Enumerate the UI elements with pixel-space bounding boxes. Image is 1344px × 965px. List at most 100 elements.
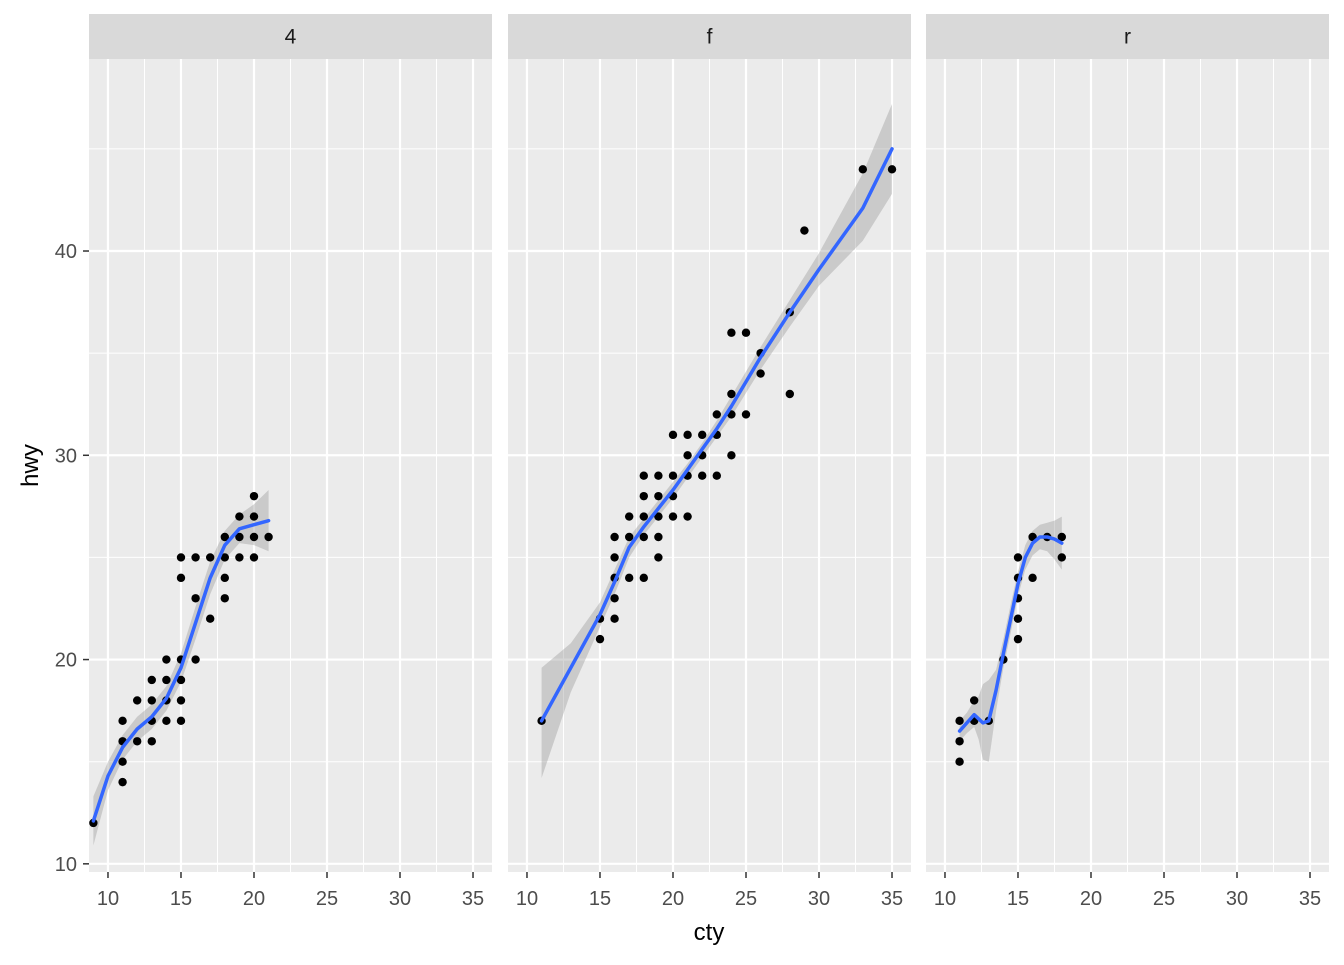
data-point bbox=[683, 430, 692, 440]
data-point bbox=[610, 594, 619, 603]
facet-panel-f: f 10 15 20 25 30 35 bbox=[508, 14, 911, 910]
facet-strip-label: f bbox=[707, 26, 713, 49]
data-point bbox=[191, 655, 200, 664]
data-point bbox=[610, 553, 619, 562]
data-point bbox=[887, 165, 897, 174]
data-point bbox=[955, 737, 964, 746]
x-tick-label: 25 bbox=[1153, 888, 1175, 910]
data-point bbox=[1028, 573, 1037, 583]
data-point bbox=[220, 553, 229, 562]
data-point bbox=[162, 655, 171, 664]
data-point bbox=[955, 757, 964, 766]
x-axis-title: cty bbox=[694, 919, 725, 946]
data-point bbox=[235, 553, 244, 562]
x-tick-label: 35 bbox=[881, 888, 903, 910]
data-point bbox=[1013, 553, 1023, 562]
x-tick-label: 30 bbox=[1226, 888, 1248, 910]
y-tick-label: 40 bbox=[55, 241, 77, 263]
y-tick-label: 10 bbox=[55, 854, 77, 876]
x-tick-label: 10 bbox=[97, 888, 119, 910]
smooth-line bbox=[539, 147, 894, 723]
facet-panel-4: 4 10 15 20 25 30 35 bbox=[89, 14, 492, 910]
data-point bbox=[639, 491, 648, 501]
data-point bbox=[668, 471, 678, 480]
data-point bbox=[147, 675, 156, 685]
data-point bbox=[639, 532, 648, 542]
data-point bbox=[639, 512, 648, 521]
data-point bbox=[858, 165, 868, 174]
smooth-line bbox=[957, 535, 1064, 733]
data-point bbox=[595, 634, 605, 644]
data-point bbox=[610, 614, 619, 623]
data-point bbox=[118, 757, 127, 766]
x-tick-label: 20 bbox=[662, 888, 684, 910]
data-point bbox=[727, 451, 736, 460]
data-point bbox=[132, 696, 142, 705]
data-point bbox=[264, 532, 273, 542]
x-tick-label: 35 bbox=[1299, 888, 1321, 910]
data-point bbox=[668, 512, 678, 521]
data-point bbox=[654, 471, 663, 480]
data-point bbox=[249, 553, 259, 562]
data-point bbox=[1057, 553, 1066, 562]
facet-strip-label: r bbox=[1124, 26, 1131, 49]
data-point bbox=[697, 471, 707, 480]
data-point bbox=[176, 553, 186, 562]
x-tick-label: 10 bbox=[934, 888, 956, 910]
data-point bbox=[1013, 614, 1023, 623]
data-point bbox=[162, 675, 171, 685]
data-point bbox=[205, 614, 215, 623]
data-point bbox=[654, 491, 663, 501]
data-point bbox=[205, 553, 215, 562]
data-point bbox=[147, 696, 156, 705]
x-tick-label: 20 bbox=[1080, 888, 1102, 910]
y-tick-label: 20 bbox=[55, 650, 77, 672]
data-point bbox=[683, 451, 692, 460]
data-point bbox=[697, 430, 707, 440]
x-tick-label: 10 bbox=[516, 888, 538, 910]
data-point bbox=[118, 716, 127, 726]
data-point bbox=[639, 471, 648, 480]
data-point bbox=[756, 369, 765, 378]
data-point bbox=[785, 389, 795, 399]
x-tick-label: 15 bbox=[1007, 888, 1029, 910]
x-tick-label: 25 bbox=[316, 888, 338, 910]
facet-panel-r: r 10 15 20 25 30 35 bbox=[926, 14, 1329, 910]
data-point bbox=[235, 532, 244, 542]
data-point bbox=[1057, 532, 1066, 542]
data-point bbox=[220, 573, 229, 583]
data-point bbox=[132, 737, 142, 746]
smooth-line bbox=[91, 518, 271, 823]
x-tick-label: 30 bbox=[808, 888, 830, 910]
data-point bbox=[89, 818, 98, 828]
data-point bbox=[118, 777, 127, 787]
facet-strip bbox=[89, 14, 492, 59]
facet-strip-label: 4 bbox=[285, 26, 297, 49]
confidence-ribbon bbox=[959, 516, 1062, 762]
data-point bbox=[176, 696, 186, 705]
facet-strip bbox=[926, 14, 1329, 59]
y-axis-title: hwy bbox=[17, 444, 44, 487]
data-point bbox=[727, 328, 736, 337]
data-point bbox=[727, 389, 736, 399]
x-tick-label: 25 bbox=[735, 888, 757, 910]
data-point bbox=[712, 471, 722, 480]
data-point bbox=[147, 737, 156, 746]
x-tick-label: 30 bbox=[389, 888, 411, 910]
data-point bbox=[969, 696, 979, 705]
data-point bbox=[191, 594, 200, 603]
data-point bbox=[249, 532, 259, 542]
data-point bbox=[176, 675, 186, 685]
data-point bbox=[654, 512, 663, 521]
data-point bbox=[191, 553, 200, 562]
data-point bbox=[235, 512, 244, 521]
data-point bbox=[955, 716, 964, 726]
data-point bbox=[624, 512, 634, 521]
data-point bbox=[712, 410, 722, 419]
x-tick-label: 35 bbox=[462, 888, 484, 910]
data-point bbox=[1013, 634, 1023, 644]
data-point bbox=[249, 512, 259, 521]
data-point bbox=[668, 430, 678, 440]
data-point bbox=[654, 553, 663, 562]
